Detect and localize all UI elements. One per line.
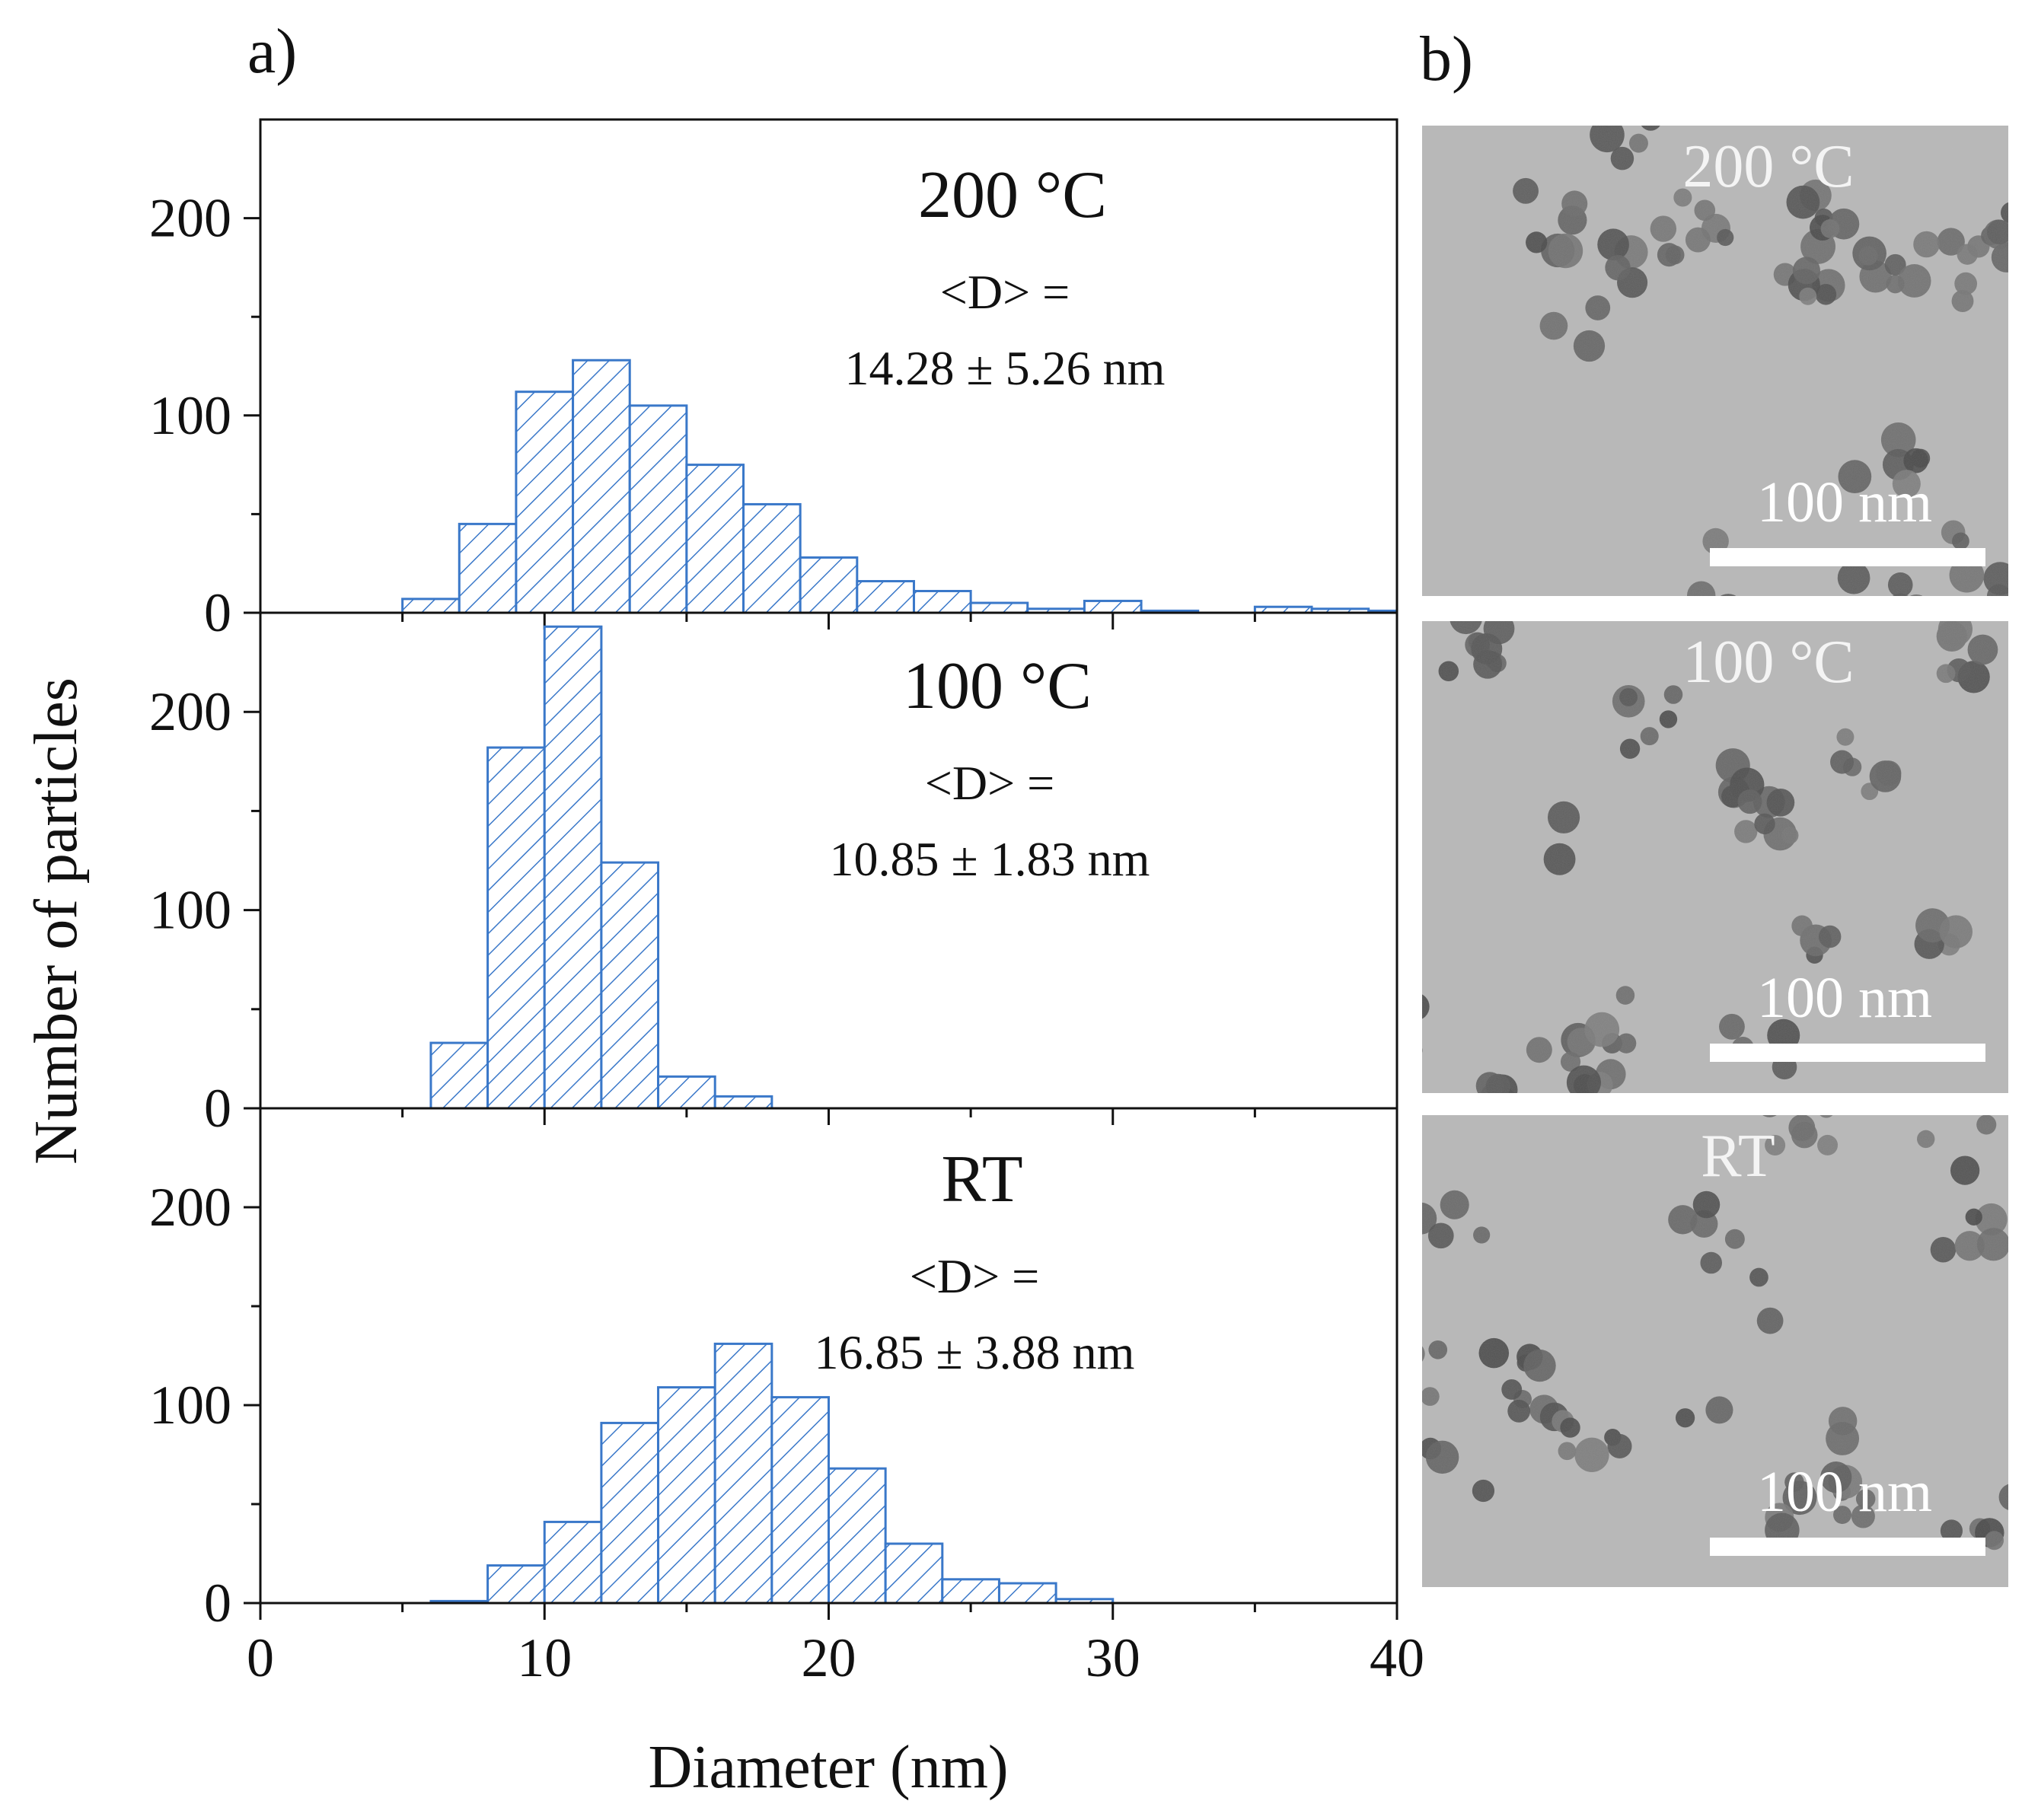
y-tick-label: 200 [149,188,231,249]
histogram-bar [828,1467,887,1605]
mean-diameter-label: <D> = [910,1249,1040,1303]
histogram-bar [912,589,972,614]
histogram-panel: 0 100 200 100 °C <D> = 10.85 ± 1.83 nm [149,611,1398,1139]
nanoparticle [1858,598,1877,617]
histogram-bar [657,1386,716,1605]
y-tick-label: 200 [149,1177,231,1238]
y-tick-label: 200 [149,681,231,742]
y-tick-label: 100 [149,1375,231,1436]
mean-diameter-value: 16.85 ± 3.88 nm [815,1325,1135,1379]
histogram-bar [884,1542,944,1605]
histogram-bar [969,601,1029,614]
y-tick-label: 0 [204,1573,231,1634]
histogram-bar [515,390,575,614]
nanoparticle [1762,1115,1777,1117]
scale-bar-label: 100 nm [1757,966,1932,1030]
scale-bar [1710,1044,1985,1062]
tem-image-panels: 200 °C 100 nm 100 °C 100 nm RT 100 nm [1422,91,2008,1587]
histogram-bar [543,1520,603,1605]
plot-frame [259,611,1398,1110]
histogram-bar [799,556,859,614]
temperature-label: 100 °C [903,649,1092,723]
nanoparticle [1422,1346,1425,1362]
x-axis-title: Diameter (nm) [648,1734,1008,1801]
x-tick-label: 0 [247,1627,274,1688]
y-axis-title: Number of particles [23,677,90,1165]
y-tick-label: 100 [149,880,231,941]
histogram-bar [486,1564,546,1605]
histogram-bar [941,1578,1000,1605]
nanoparticle [1892,593,1909,596]
x-tick-label: 10 [517,1627,572,1688]
panel-label-b: b) [1420,24,1473,94]
scale-bar-label: 100 nm [1757,470,1932,534]
plot-frame [259,118,1398,614]
tem-image: 100 °C 100 nm [1422,621,2008,1093]
tem-image-grain [1422,1115,2008,1587]
histogram-bar [1083,599,1143,614]
tem-temperature-label: RT [1701,1123,1775,1190]
histogram-panel: 0 100 200 200 °C <D> = 14.28 ± 5.26 nm [149,118,1398,643]
temperature-label: 200 °C [918,158,1107,232]
histogram-bar [856,580,915,614]
nanoparticle [1587,91,1611,115]
histogram-bar [997,1582,1057,1605]
mean-diameter-label: <D> = [925,756,1055,810]
histogram-bar [486,746,546,1110]
x-tick-label: 20 [802,1627,856,1688]
scale-bar-label: 100 nm [1757,1460,1932,1524]
histogram-bar [543,625,603,1110]
mean-diameter-label: <D> = [940,265,1070,319]
histogram-bar [429,1041,490,1110]
x-tick-label: 40 [1370,1627,1424,1688]
nanoparticle [1422,1047,1423,1053]
scale-bar [1710,548,1985,566]
panel-label-a: a) [247,16,297,87]
x-tick-label: 30 [1086,1627,1140,1688]
tem-image-grain [1422,126,2008,596]
histogram-bar [600,1421,660,1605]
scale-bar [1710,1538,1985,1556]
histogram-panel: 0 100 200 RT <D> = 16.85 ± 3.88 nm [149,1107,1398,1634]
histogram-bar [685,464,745,614]
nanoparticle [1720,594,1737,596]
histogram-bar [458,522,518,614]
histogram-bar [657,1075,716,1110]
mean-diameter-value: 14.28 ± 5.26 nm [845,341,1166,395]
tem-image: 200 °C 100 nm [1422,91,2008,617]
histogram-bar [572,359,631,614]
histogram-bar [770,1396,830,1605]
histogram-bar [742,502,802,614]
nanoparticle [1910,594,1923,596]
histogram-bar [713,1095,773,1110]
temperature-label: RT [941,1143,1022,1216]
mean-diameter-value: 10.85 ± 1.83 nm [830,832,1150,886]
tem-image: RT 100 nm [1422,1115,2008,1587]
y-tick-label: 0 [204,1078,231,1139]
y-tick-label: 0 [204,582,231,643]
y-tick-label: 100 [149,385,231,446]
tem-temperature-label: 100 °C [1682,629,1854,696]
tem-temperature-label: 200 °C [1682,133,1854,200]
tem-image-grain [1422,621,2008,1093]
histogram-bar [713,1342,773,1605]
histogram-bar [600,861,660,1110]
histogram-bar [401,598,461,614]
histogram-bar [628,404,688,614]
